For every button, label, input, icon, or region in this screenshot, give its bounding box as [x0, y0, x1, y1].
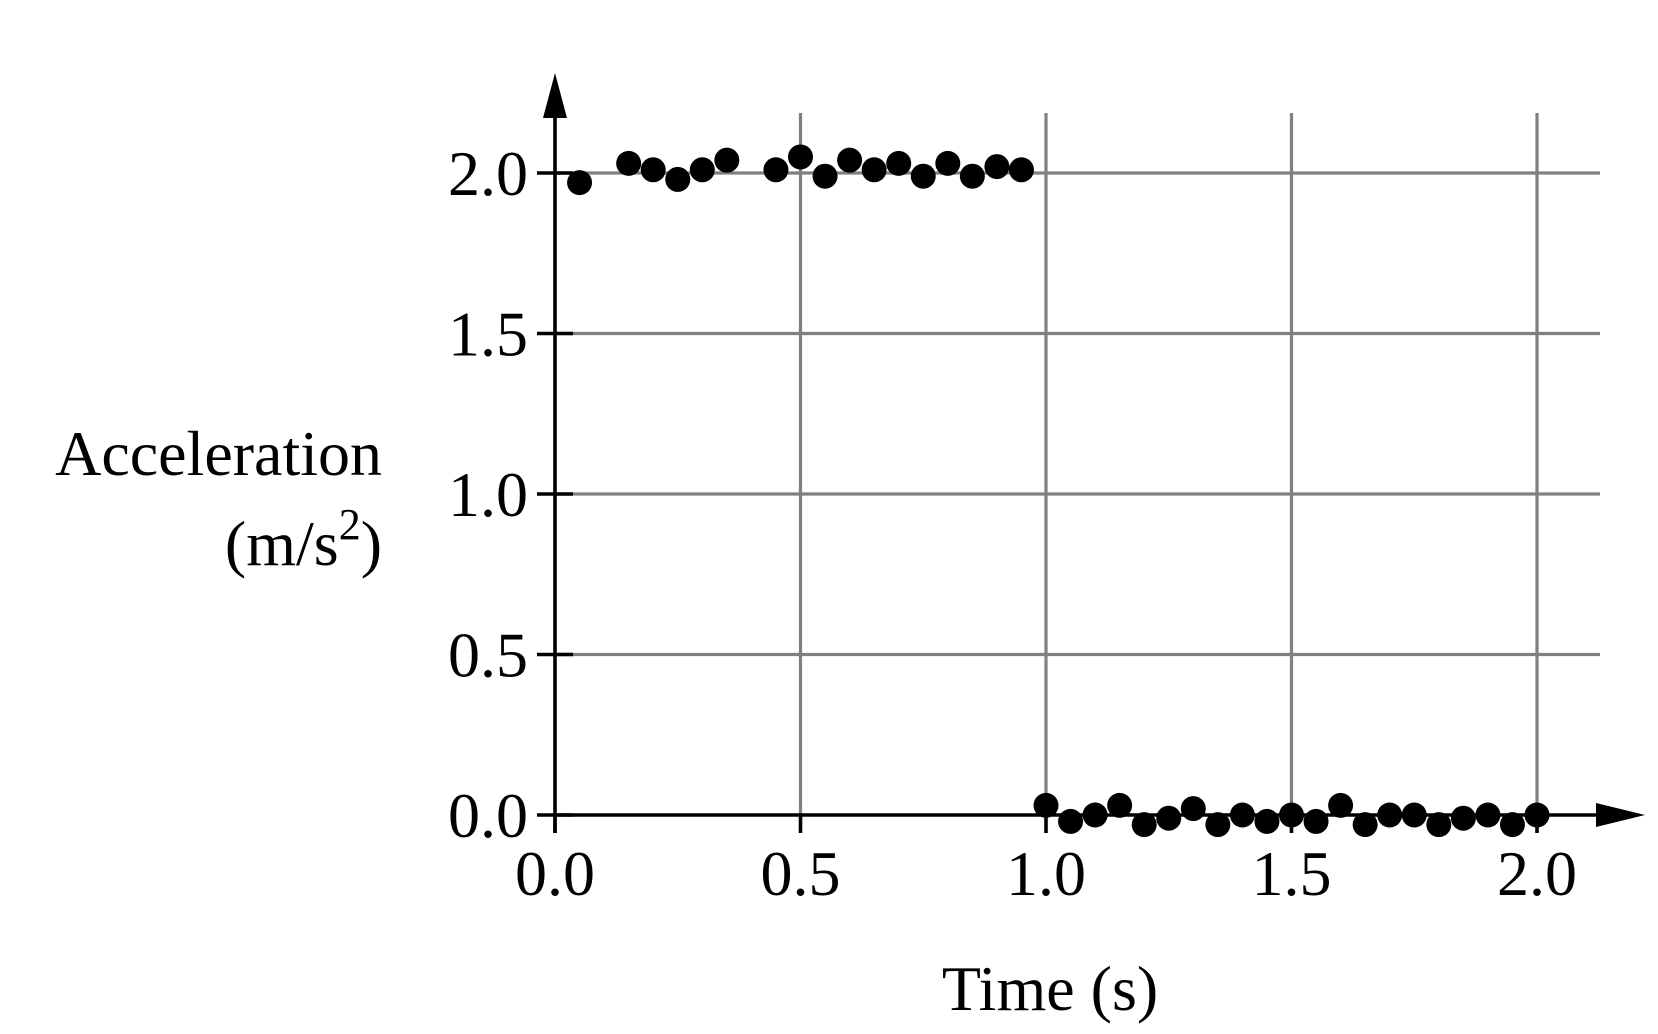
data-point — [959, 163, 985, 189]
x-tick-label: 0.0 — [515, 838, 595, 909]
data-point — [714, 147, 740, 173]
y-axis-unit: (m/s2) — [225, 500, 382, 579]
grid-lines — [555, 113, 1600, 815]
data-point — [689, 157, 715, 183]
data-point — [616, 150, 642, 176]
axes — [543, 73, 1645, 833]
y-tick-label: 1.5 — [448, 299, 528, 370]
y-axis-unit-exponent: 2 — [339, 500, 361, 549]
data-point — [1401, 802, 1427, 828]
data-point — [1279, 802, 1304, 828]
data-point — [788, 144, 813, 170]
data-point — [665, 166, 691, 192]
data-point — [1328, 792, 1354, 818]
data-point — [763, 157, 789, 183]
data-point — [837, 147, 863, 173]
y-tick-label: 0.5 — [448, 620, 528, 691]
data-point — [1499, 812, 1525, 838]
data-point — [1426, 812, 1452, 838]
data-point — [1229, 802, 1255, 828]
data-points — [567, 144, 1550, 838]
y-axis-unit-base: (m/s — [225, 508, 339, 579]
tick-marks — [537, 171, 1539, 833]
x-tick-label: 0.5 — [761, 838, 841, 909]
data-point — [886, 150, 912, 176]
data-point — [1107, 792, 1133, 818]
data-point — [1033, 792, 1059, 818]
data-point — [1303, 808, 1329, 834]
x-axis-title: Time (s) — [942, 953, 1158, 1024]
data-point — [935, 150, 961, 176]
data-point — [984, 154, 1010, 180]
data-point — [1058, 808, 1084, 834]
data-point — [1254, 808, 1280, 834]
data-point — [1450, 805, 1476, 831]
data-point — [1131, 812, 1157, 838]
x-tick-label: 1.5 — [1252, 838, 1332, 909]
tick-labels: 0.0 0.5 1.0 1.5 2.0 0.0 0.5 1.0 1.5 2.0 — [448, 138, 1577, 909]
data-point — [640, 157, 666, 183]
data-point — [1180, 796, 1206, 822]
data-point — [1008, 157, 1034, 183]
data-point — [1377, 802, 1403, 828]
data-point — [1352, 812, 1378, 838]
data-point — [1205, 812, 1231, 838]
data-point — [1156, 805, 1182, 831]
data-point — [910, 163, 936, 189]
x-tick-label: 2.0 — [1497, 838, 1577, 909]
data-point — [567, 170, 593, 196]
data-point — [812, 163, 838, 189]
y-tick-label: 2.0 — [448, 138, 528, 209]
data-point — [861, 157, 887, 183]
y-tick-label: 0.0 — [448, 780, 528, 851]
data-point — [1475, 802, 1501, 828]
y-axis-title: Acceleration — [55, 418, 382, 489]
data-point — [1082, 802, 1108, 828]
y-tick-label: 1.0 — [448, 459, 528, 530]
x-axis-arrowhead — [1596, 803, 1645, 827]
y-axis-arrowhead — [543, 73, 567, 118]
x-tick-label: 1.0 — [1006, 838, 1086, 909]
data-point — [1524, 802, 1550, 828]
y-axis-unit-close: ) — [361, 508, 382, 579]
